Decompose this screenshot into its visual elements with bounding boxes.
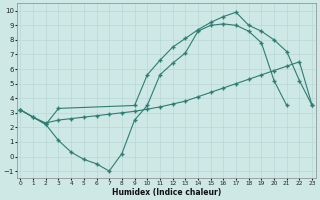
- X-axis label: Humidex (Indice chaleur): Humidex (Indice chaleur): [112, 188, 221, 197]
